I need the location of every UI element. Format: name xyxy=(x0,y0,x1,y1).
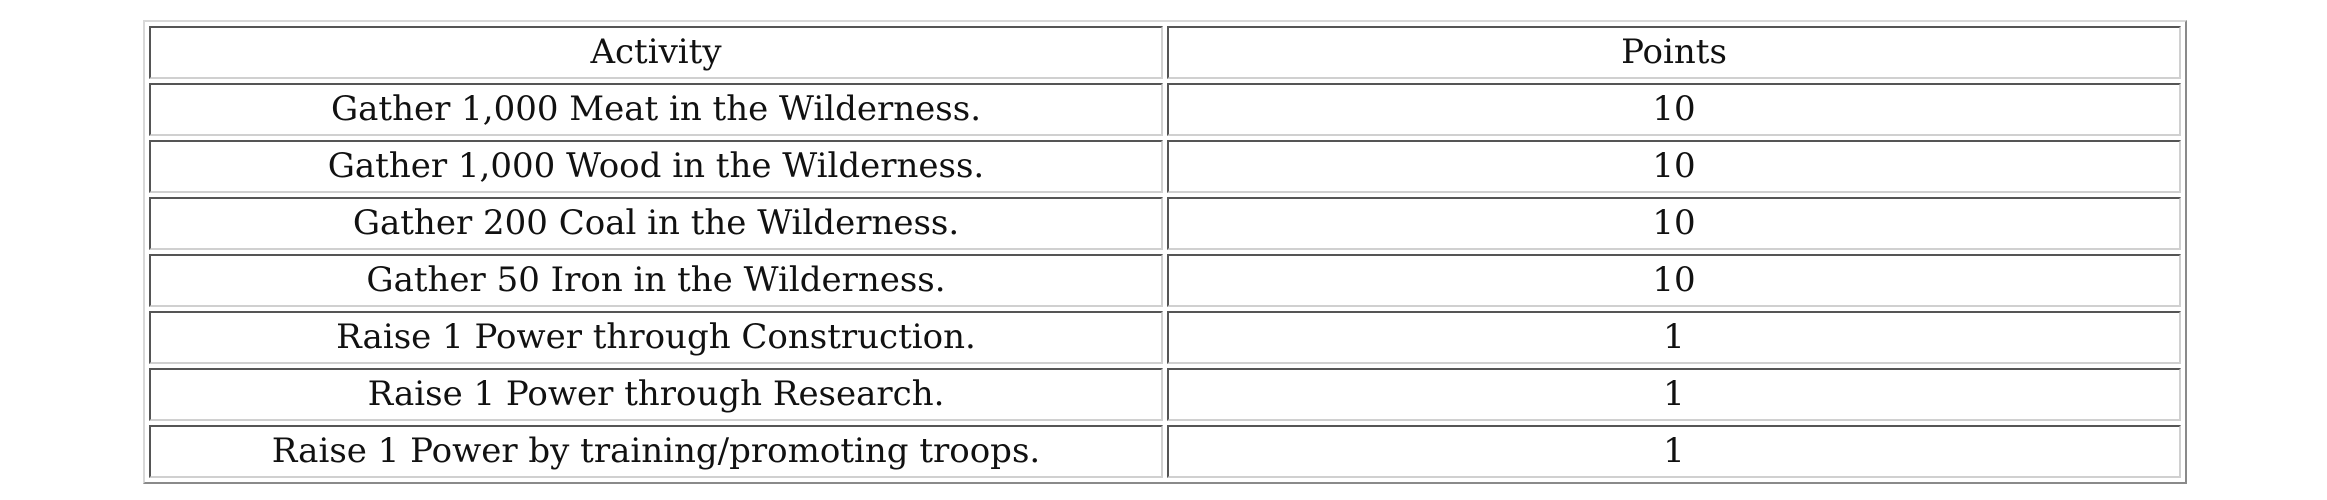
activity-cell: Gather 200 Coal in the Wilderness. xyxy=(149,197,1163,250)
points-cell: 1 xyxy=(1167,425,2181,478)
header-points: Points xyxy=(1167,26,2181,79)
activity-cell: Raise 1 Power through Research. xyxy=(149,368,1163,421)
points-cell: 10 xyxy=(1167,83,2181,136)
points-cell: 10 xyxy=(1167,197,2181,250)
points-cell: 1 xyxy=(1167,311,2181,364)
activity-cell: Raise 1 Power through Construction. xyxy=(149,311,1163,364)
activity-points-table: Activity Points Gather 1,000 Meat in the… xyxy=(143,20,2187,484)
points-cell: 10 xyxy=(1167,254,2181,307)
header-activity: Activity xyxy=(149,26,1163,79)
table-row: Gather 200 Coal in the Wilderness. 10 xyxy=(149,197,2181,250)
header-row: Activity Points xyxy=(149,26,2181,79)
table-row: Gather 1,000 Wood in the Wilderness. 10 xyxy=(149,140,2181,193)
table-row: Raise 1 Power through Research. 1 xyxy=(149,368,2181,421)
activity-cell: Raise 1 Power by training/promoting troo… xyxy=(149,425,1163,478)
activity-cell: Gather 1,000 Meat in the Wilderness. xyxy=(149,83,1163,136)
table-row: Raise 1 Power through Construction. 1 xyxy=(149,311,2181,364)
table-row: Gather 50 Iron in the Wilderness. 10 xyxy=(149,254,2181,307)
table-row: Raise 1 Power by training/promoting troo… xyxy=(149,425,2181,478)
table-row: Gather 1,000 Meat in the Wilderness. 10 xyxy=(149,83,2181,136)
activity-cell: Gather 1,000 Wood in the Wilderness. xyxy=(149,140,1163,193)
points-cell: 1 xyxy=(1167,368,2181,421)
points-cell: 10 xyxy=(1167,140,2181,193)
activity-cell: Gather 50 Iron in the Wilderness. xyxy=(149,254,1163,307)
